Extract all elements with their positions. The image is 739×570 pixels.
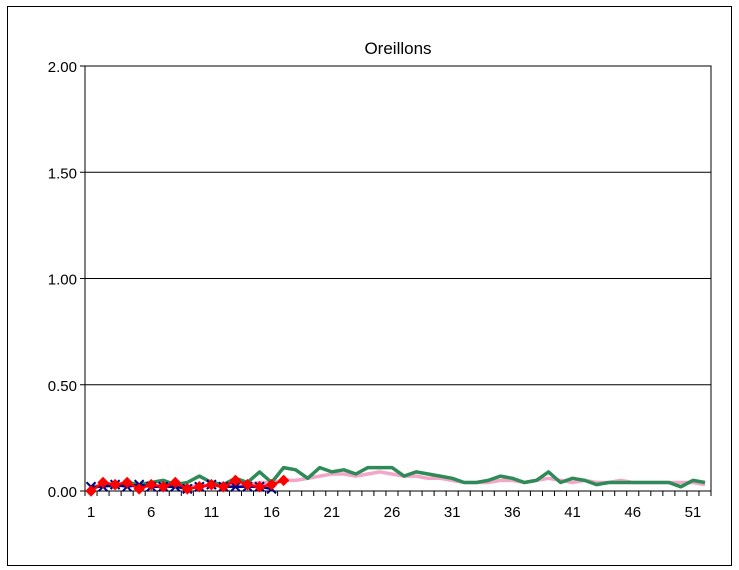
- data-point: [85, 485, 97, 497]
- x-tick-label: 41: [564, 504, 581, 521]
- y-tick-labels: 0.00 0.50 1.00 1.50 2.00: [48, 59, 77, 501]
- chart-title: Oreillons: [364, 39, 431, 58]
- data-point: [97, 476, 109, 489]
- x-tick-label: 16: [263, 504, 280, 521]
- data-point: [121, 476, 133, 489]
- x-tick-label: 51: [685, 504, 702, 521]
- data-point: [230, 481, 241, 492]
- series-line: [90, 465, 706, 491]
- x-tick-label: 21: [323, 504, 340, 521]
- data-point: [193, 481, 206, 493]
- data-point: [253, 481, 266, 493]
- series-4: [85, 474, 290, 497]
- grid-lines: [85, 65, 711, 386]
- data-point: [109, 478, 121, 491]
- data-point: [265, 478, 278, 491]
- x-tick-labels: 1 6 11 16 21 26 31 36 41 46 51: [87, 504, 701, 521]
- y-tick-label: 0.50: [48, 378, 77, 395]
- chart-frame: Oreillons 0.00 0.50 1.00 1.50 2.00 1 6 11 16 21 2…: [7, 6, 732, 566]
- data-point: [277, 474, 290, 487]
- data-point: [145, 478, 157, 491]
- data-point: [169, 476, 181, 489]
- x-tick-label: 1: [87, 504, 95, 521]
- line-chart: Oreillons 0.000.501.001.502.00 1 6 11 16 21 2…: [48, 39, 712, 521]
- x-tick-label: 31: [444, 504, 461, 521]
- x-tick-label: 46: [624, 504, 641, 521]
- x-tick-label: 11: [204, 504, 220, 521]
- series-2: [90, 465, 706, 491]
- data-point: [181, 483, 194, 495]
- series: [85, 465, 706, 497]
- y-tick-label: 0.00: [48, 484, 77, 501]
- y-tick-label: 2.00: [48, 59, 77, 76]
- axes: [80, 65, 712, 496]
- series-line: [91, 483, 272, 491]
- y-tick-label: 1.00: [48, 272, 77, 289]
- y-tick-label: 1.50: [48, 165, 77, 182]
- data-point: [157, 481, 169, 493]
- x-tick-label: 36: [504, 504, 521, 521]
- x-tick-label: 26: [384, 504, 401, 521]
- data-point: [133, 483, 145, 495]
- x-tick-label: 6: [147, 504, 155, 521]
- data-point: [229, 474, 242, 487]
- data-point: [217, 481, 230, 493]
- data-point: [205, 478, 218, 491]
- data-point: [241, 478, 254, 491]
